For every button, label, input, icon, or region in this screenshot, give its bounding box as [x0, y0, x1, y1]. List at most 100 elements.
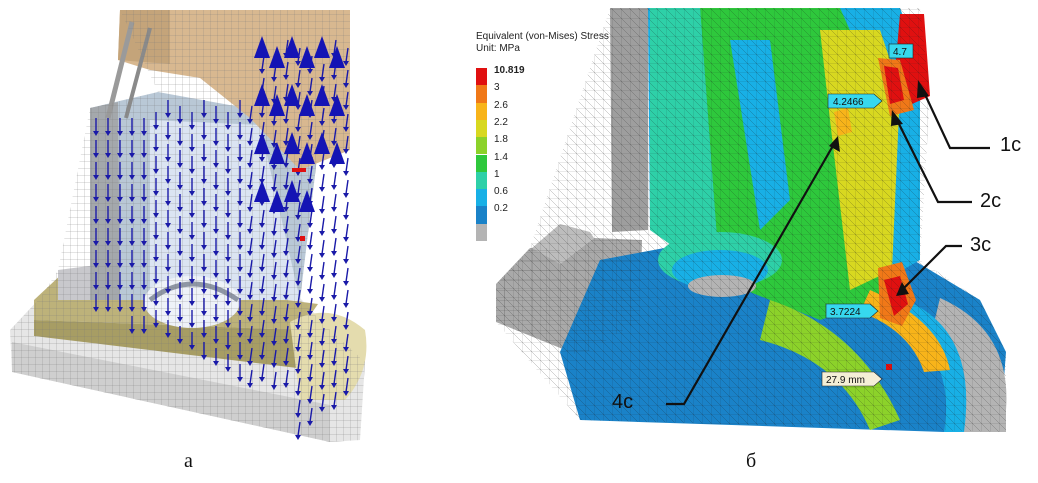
force-arrow-shaft: [309, 77, 313, 93]
force-arrow-head: [237, 267, 243, 272]
force-arrow-shaft: [345, 69, 349, 85]
force-arrow-head: [283, 119, 289, 124]
force-arrow-head: [307, 135, 313, 140]
force-arrow-head: [283, 207, 289, 212]
force-arrow-head: [307, 69, 313, 74]
force-arrow-head: [165, 267, 171, 272]
force-arrow-head: [307, 377, 313, 382]
force-arrow-head: [213, 361, 219, 366]
force-arrow-head: [165, 311, 171, 316]
force-arrow-head: [307, 355, 313, 360]
force-arrow-shaft: [273, 305, 277, 321]
force-arrow-head: [307, 289, 313, 294]
force-arrow-shaft: [333, 303, 337, 319]
force-arrow-head: [283, 75, 289, 80]
force-arrow-shaft: [297, 201, 301, 217]
force-arrow-head: [129, 131, 135, 136]
legend-swatch: [476, 137, 487, 155]
force-arrow-head: [343, 303, 349, 308]
force-arrow-head: [189, 191, 195, 196]
probe-4-2466-text: 4.2466: [833, 97, 864, 108]
force-arrow-cone: [284, 36, 300, 58]
force-arrow-head: [105, 153, 111, 158]
force-arrow-cone: [299, 142, 315, 164]
force-arrow-shaft: [345, 289, 349, 305]
force-arrow-shaft: [285, 171, 289, 187]
force-arrow-head: [331, 273, 337, 278]
force-arrow-cone: [254, 84, 270, 106]
force-arrow-head: [331, 317, 337, 322]
force-arrow-head: [307, 179, 313, 184]
force-arrow-head: [117, 285, 123, 290]
force-arrow-shaft: [297, 289, 301, 305]
force-arrow-head: [213, 207, 219, 212]
force-arrow-head: [247, 383, 253, 388]
force-arrow-head: [283, 273, 289, 278]
force-arrow-shaft: [345, 47, 349, 63]
force-arrow-shaft: [285, 237, 289, 253]
force-arrow-head: [201, 179, 207, 184]
force-arrow-head: [177, 207, 183, 212]
force-arrow-head: [259, 377, 265, 382]
force-arrow-shaft: [297, 421, 301, 437]
force-arrow-shaft: [345, 355, 349, 371]
force-arrow-shaft: [273, 371, 277, 387]
force-arrow-head: [247, 207, 253, 212]
force-arrow-head: [93, 263, 99, 268]
force-arrow-head: [283, 229, 289, 234]
legend-label: 0.6: [494, 186, 508, 198]
force-arrow-head: [189, 301, 195, 306]
force-arrow-head: [153, 279, 159, 284]
callout-2c: 2c: [980, 190, 1002, 212]
force-arrow-head: [117, 131, 123, 136]
legend-swatch: [476, 102, 487, 120]
force-arrow-head: [295, 127, 301, 132]
force-arrow-head: [343, 83, 349, 88]
force-arrow-head: [237, 223, 243, 228]
force-arrow-shaft: [273, 129, 277, 145]
force-arrow-shaft: [249, 325, 253, 341]
force-arrow-head: [237, 135, 243, 140]
force-arrow-head: [343, 281, 349, 286]
force-arrow-head: [259, 113, 265, 118]
force-arrow-head: [319, 407, 325, 412]
force-arrow-head: [153, 257, 159, 262]
force-arrow-head: [129, 219, 135, 224]
force-arrow-head: [177, 185, 183, 190]
force-arrow-shaft: [249, 347, 253, 363]
force-arrow-shaft: [321, 349, 325, 365]
force-arrow-head: [331, 361, 337, 366]
caption-right: б: [746, 450, 757, 472]
force-arrow-cone: [269, 142, 285, 164]
force-arrow-head: [105, 263, 111, 268]
force-arrow-head: [295, 435, 301, 440]
force-arrow-head: [295, 281, 301, 286]
force-arrow-shaft: [249, 105, 253, 121]
force-arrow-shaft: [261, 209, 265, 225]
force-arrow-head: [237, 113, 243, 118]
force-arrow-shaft: [285, 325, 289, 341]
force-arrow-shaft: [249, 215, 253, 231]
force-arrow-shaft: [297, 179, 301, 195]
force-arrow-shaft: [261, 55, 265, 71]
left-red-mark-2: [300, 236, 305, 241]
force-arrow-head: [331, 251, 337, 256]
force-arrow-head: [237, 179, 243, 184]
force-arrow-head: [283, 361, 289, 366]
force-arrow-head: [331, 405, 337, 410]
force-arrow-shaft: [273, 349, 277, 365]
force-arrow-head: [259, 289, 265, 294]
force-arrow-head: [283, 163, 289, 168]
force-arrow-shaft: [345, 267, 349, 283]
legend-label: 1.8: [494, 134, 508, 146]
force-arrow-head: [247, 229, 253, 234]
force-arrow-shaft: [249, 259, 253, 275]
force-arrow-cone: [329, 94, 345, 116]
force-arrow-head: [201, 201, 207, 206]
force-arrow-head: [213, 229, 219, 234]
force-arrow-shaft: [285, 83, 289, 99]
force-arrow-shaft: [285, 105, 289, 121]
force-arrow-head: [319, 385, 325, 390]
force-arrow-head: [331, 119, 337, 124]
